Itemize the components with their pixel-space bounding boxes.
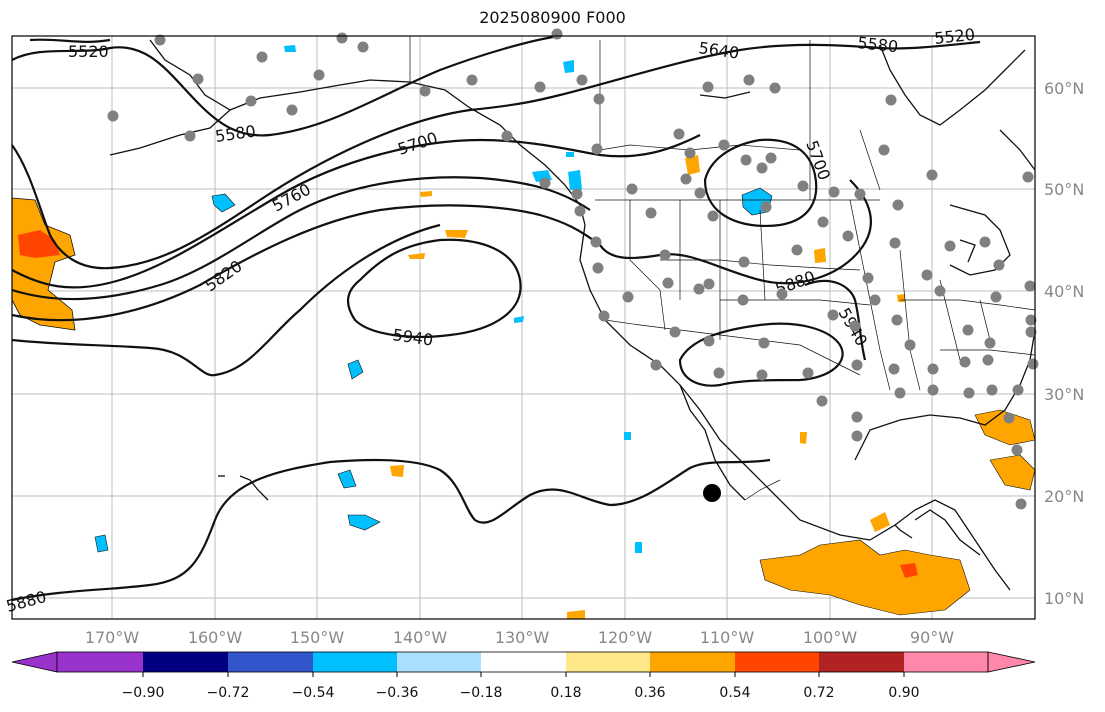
lat-label: 10°N bbox=[1044, 589, 1084, 608]
shaded-field-positive bbox=[11, 155, 1036, 619]
map-frame bbox=[11, 35, 1036, 620]
lat-label: 60°N bbox=[1044, 79, 1084, 98]
colorbar-tick-label: −0.36 bbox=[376, 685, 419, 701]
colorbar-segment bbox=[819, 652, 904, 672]
contour-label: 5580 bbox=[857, 33, 899, 56]
colorbar-tick-label: −0.54 bbox=[292, 685, 335, 701]
lat-label: 50°N bbox=[1044, 180, 1084, 199]
colorbar-segment bbox=[735, 652, 819, 672]
colorbar-tick-label: 0.36 bbox=[634, 685, 665, 701]
latitude-labels: 60°N 50°N 40°N 30°N 20°N 10°N bbox=[1044, 79, 1084, 608]
lon-label: 100°W bbox=[803, 628, 858, 647]
longitude-labels: 170°W 160°W 150°W 140°W 130°W 120°W 110°… bbox=[85, 628, 954, 647]
colorbar-segment bbox=[57, 652, 143, 672]
map-title: 2025080900 F000 bbox=[479, 8, 626, 27]
colorbar-tick-label: 0.90 bbox=[888, 685, 919, 701]
storm-center-marker bbox=[703, 484, 721, 502]
lon-label: 90°W bbox=[910, 628, 954, 647]
colorbar-segment bbox=[397, 652, 481, 672]
colorbar-segment bbox=[313, 652, 397, 672]
lon-label: 110°W bbox=[700, 628, 755, 647]
lat-label: 40°N bbox=[1044, 282, 1084, 301]
colorbar-tick-label: −0.90 bbox=[122, 685, 165, 701]
colorbar-tick-label: −0.72 bbox=[207, 685, 250, 701]
colorbar-arrow-high bbox=[987, 651, 1036, 673]
colorbar-tick-label: 0.54 bbox=[719, 685, 750, 701]
colorbar-segment bbox=[904, 652, 988, 672]
colorbar-tick-label: −0.18 bbox=[460, 685, 503, 701]
lon-label: 170°W bbox=[85, 628, 140, 647]
colorbar-segment bbox=[650, 652, 735, 672]
colorbar: −0.90 −0.72 −0.54 −0.36 −0.18 0.18 0.36 0.54 0.7… bbox=[11, 651, 1036, 701]
height-contours bbox=[11, 34, 981, 602]
colorbar-segment bbox=[228, 652, 313, 672]
map-area bbox=[12, 36, 1035, 619]
colorbar-segment bbox=[143, 652, 228, 672]
coastlines bbox=[109, 39, 1036, 591]
lat-label: 30°N bbox=[1044, 385, 1084, 404]
lon-label: 160°W bbox=[188, 628, 243, 647]
colorbar-arrow-low bbox=[11, 651, 58, 673]
colorbar-tick-label: 0.72 bbox=[803, 685, 834, 701]
lon-label: 150°W bbox=[290, 628, 345, 647]
lon-label: 120°W bbox=[598, 628, 653, 647]
lon-label: 130°W bbox=[495, 628, 550, 647]
lat-label: 20°N bbox=[1044, 487, 1084, 506]
contour-label: 5520 bbox=[68, 42, 109, 61]
colorbar-tick-label: 0.18 bbox=[550, 685, 581, 701]
lon-label: 140°W bbox=[393, 628, 448, 647]
station-markers bbox=[107, 28, 1039, 510]
colorbar-segment bbox=[566, 652, 650, 672]
colorbar-segment bbox=[481, 652, 566, 672]
